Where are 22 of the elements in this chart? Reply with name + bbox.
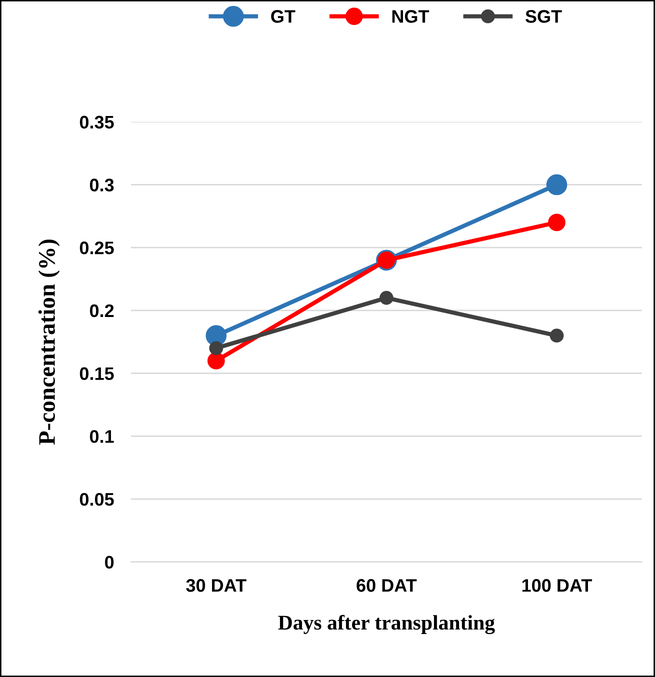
point [380, 290, 394, 305]
y-tick-label: 0.2 [90, 304, 114, 318]
point [546, 174, 568, 196]
y-tick-label: 0.25 [80, 242, 114, 254]
y-tick-label: 0.15 [80, 367, 114, 380]
legend-label: SGT [525, 10, 562, 23]
y-tick-label: 0.05 [80, 492, 114, 506]
x-axis-title: Days after transplanting [278, 614, 495, 634]
point [550, 328, 564, 343]
point [548, 214, 566, 232]
x-tick-label: 30 DAT [186, 579, 246, 592]
point [209, 341, 224, 356]
point [207, 352, 225, 370]
legend-label: GT [271, 10, 296, 23]
x-tick-label: 100 DAT [522, 579, 592, 592]
y-axis-title: P-concentration (%) [38, 240, 60, 445]
y-tick-label: 0 [105, 556, 114, 569]
y-tick-label: 0.35 [80, 116, 114, 129]
y-tick-label: 0.3 [90, 178, 114, 192]
legend-label: NGT [392, 10, 430, 23]
x-tick-label: 60 DAT [356, 579, 417, 592]
y-tick-label: 0.1 [90, 430, 114, 443]
